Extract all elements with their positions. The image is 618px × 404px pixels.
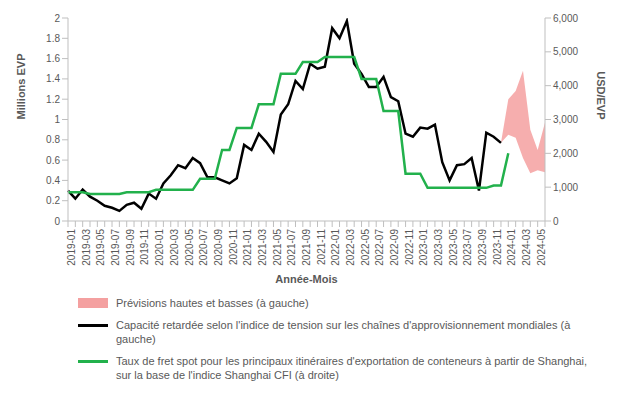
svg-text:1.8: 1.8 — [46, 33, 60, 44]
svg-text:2022-07: 2022-07 — [374, 229, 385, 266]
svg-text:2023-05: 2023-05 — [448, 229, 459, 266]
html-text:Capacité retardée selon l'indi: Capacité retardée selon l'indice de tens… — [116, 319, 571, 345]
svg-text:1.6: 1.6 — [46, 53, 60, 64]
svg-text:0.8: 0.8 — [46, 134, 60, 145]
svg-text:Millions EVP: Millions EVP — [15, 53, 27, 119]
svg-text:2020-09: 2020-09 — [213, 229, 224, 266]
svg-text:2021-03: 2021-03 — [257, 229, 268, 266]
svg-text:2024-05: 2024-05 — [536, 229, 547, 266]
svg-text:2: 2 — [54, 13, 60, 24]
svg-text:2019-09: 2019-09 — [125, 229, 136, 266]
svg-text:4,000: 4,000 — [553, 80, 578, 91]
svg-text:2022-05: 2022-05 — [360, 229, 371, 266]
svg-text:2020-11: 2020-11 — [228, 229, 239, 265]
html-text:Prévisions hautes et basses (à: Prévisions hautes et basses (à gauche) — [116, 297, 309, 309]
svg-text:2019-01: 2019-01 — [66, 229, 77, 266]
svg-text:2023-01: 2023-01 — [418, 229, 429, 266]
svg-text:2022-11: 2022-11 — [404, 229, 415, 265]
svg-text:5,000: 5,000 — [553, 46, 578, 57]
svg-text:2023-03: 2023-03 — [433, 229, 444, 266]
svg-text:2021-09: 2021-09 — [301, 229, 312, 266]
svg-text:2024-03: 2024-03 — [521, 229, 532, 266]
svg-text:2019-03: 2019-03 — [81, 229, 92, 266]
svg-text:0.2: 0.2 — [46, 195, 60, 206]
svg-text:2019-07: 2019-07 — [110, 229, 121, 266]
svg-text:2024-01: 2024-01 — [506, 229, 517, 266]
svg-text:2022-03: 2022-03 — [345, 229, 356, 266]
svg-text:2021-07: 2021-07 — [286, 229, 297, 266]
html-text:Taux de fret spot pour les pri: Taux de fret spot pour les principaux it… — [116, 355, 588, 381]
svg-text:2020-07: 2020-07 — [198, 229, 209, 266]
svg-text:1,000: 1,000 — [553, 182, 578, 193]
svg-text:1: 1 — [54, 114, 60, 125]
svg-text:2021-01: 2021-01 — [242, 229, 253, 266]
svg-text:2021-05: 2021-05 — [272, 229, 283, 266]
svg-text:3,000: 3,000 — [553, 114, 578, 125]
svg-text:2020-03: 2020-03 — [169, 229, 180, 266]
svg-text:2021-11: 2021-11 — [316, 229, 327, 265]
svg-text:0.6: 0.6 — [46, 155, 60, 166]
svg-text:2020-05: 2020-05 — [184, 229, 195, 266]
svg-text:2023-07: 2023-07 — [462, 229, 473, 266]
svg-text:USD/EVP: USD/EVP — [595, 71, 607, 119]
svg-text:2023-09: 2023-09 — [477, 229, 488, 266]
svg-text:6,000: 6,000 — [553, 13, 578, 24]
svg-text:0: 0 — [553, 216, 559, 227]
svg-text:2023-11: 2023-11 — [492, 229, 503, 265]
svg-text:0: 0 — [54, 216, 60, 227]
svg-text:2019-11: 2019-11 — [139, 229, 150, 265]
svg-text:2019-05: 2019-05 — [95, 229, 106, 266]
svg-text:2022-09: 2022-09 — [389, 229, 400, 266]
svg-text:2022-01: 2022-01 — [330, 229, 341, 266]
svg-text:1.2: 1.2 — [46, 94, 60, 105]
svg-text:2020-01: 2020-01 — [154, 229, 165, 266]
svg-text:1.4: 1.4 — [46, 73, 60, 84]
svg-text:2,000: 2,000 — [553, 148, 578, 159]
svg-text:Année-Mois: Année-Mois — [275, 273, 337, 285]
svg-text:0.4: 0.4 — [46, 175, 60, 186]
